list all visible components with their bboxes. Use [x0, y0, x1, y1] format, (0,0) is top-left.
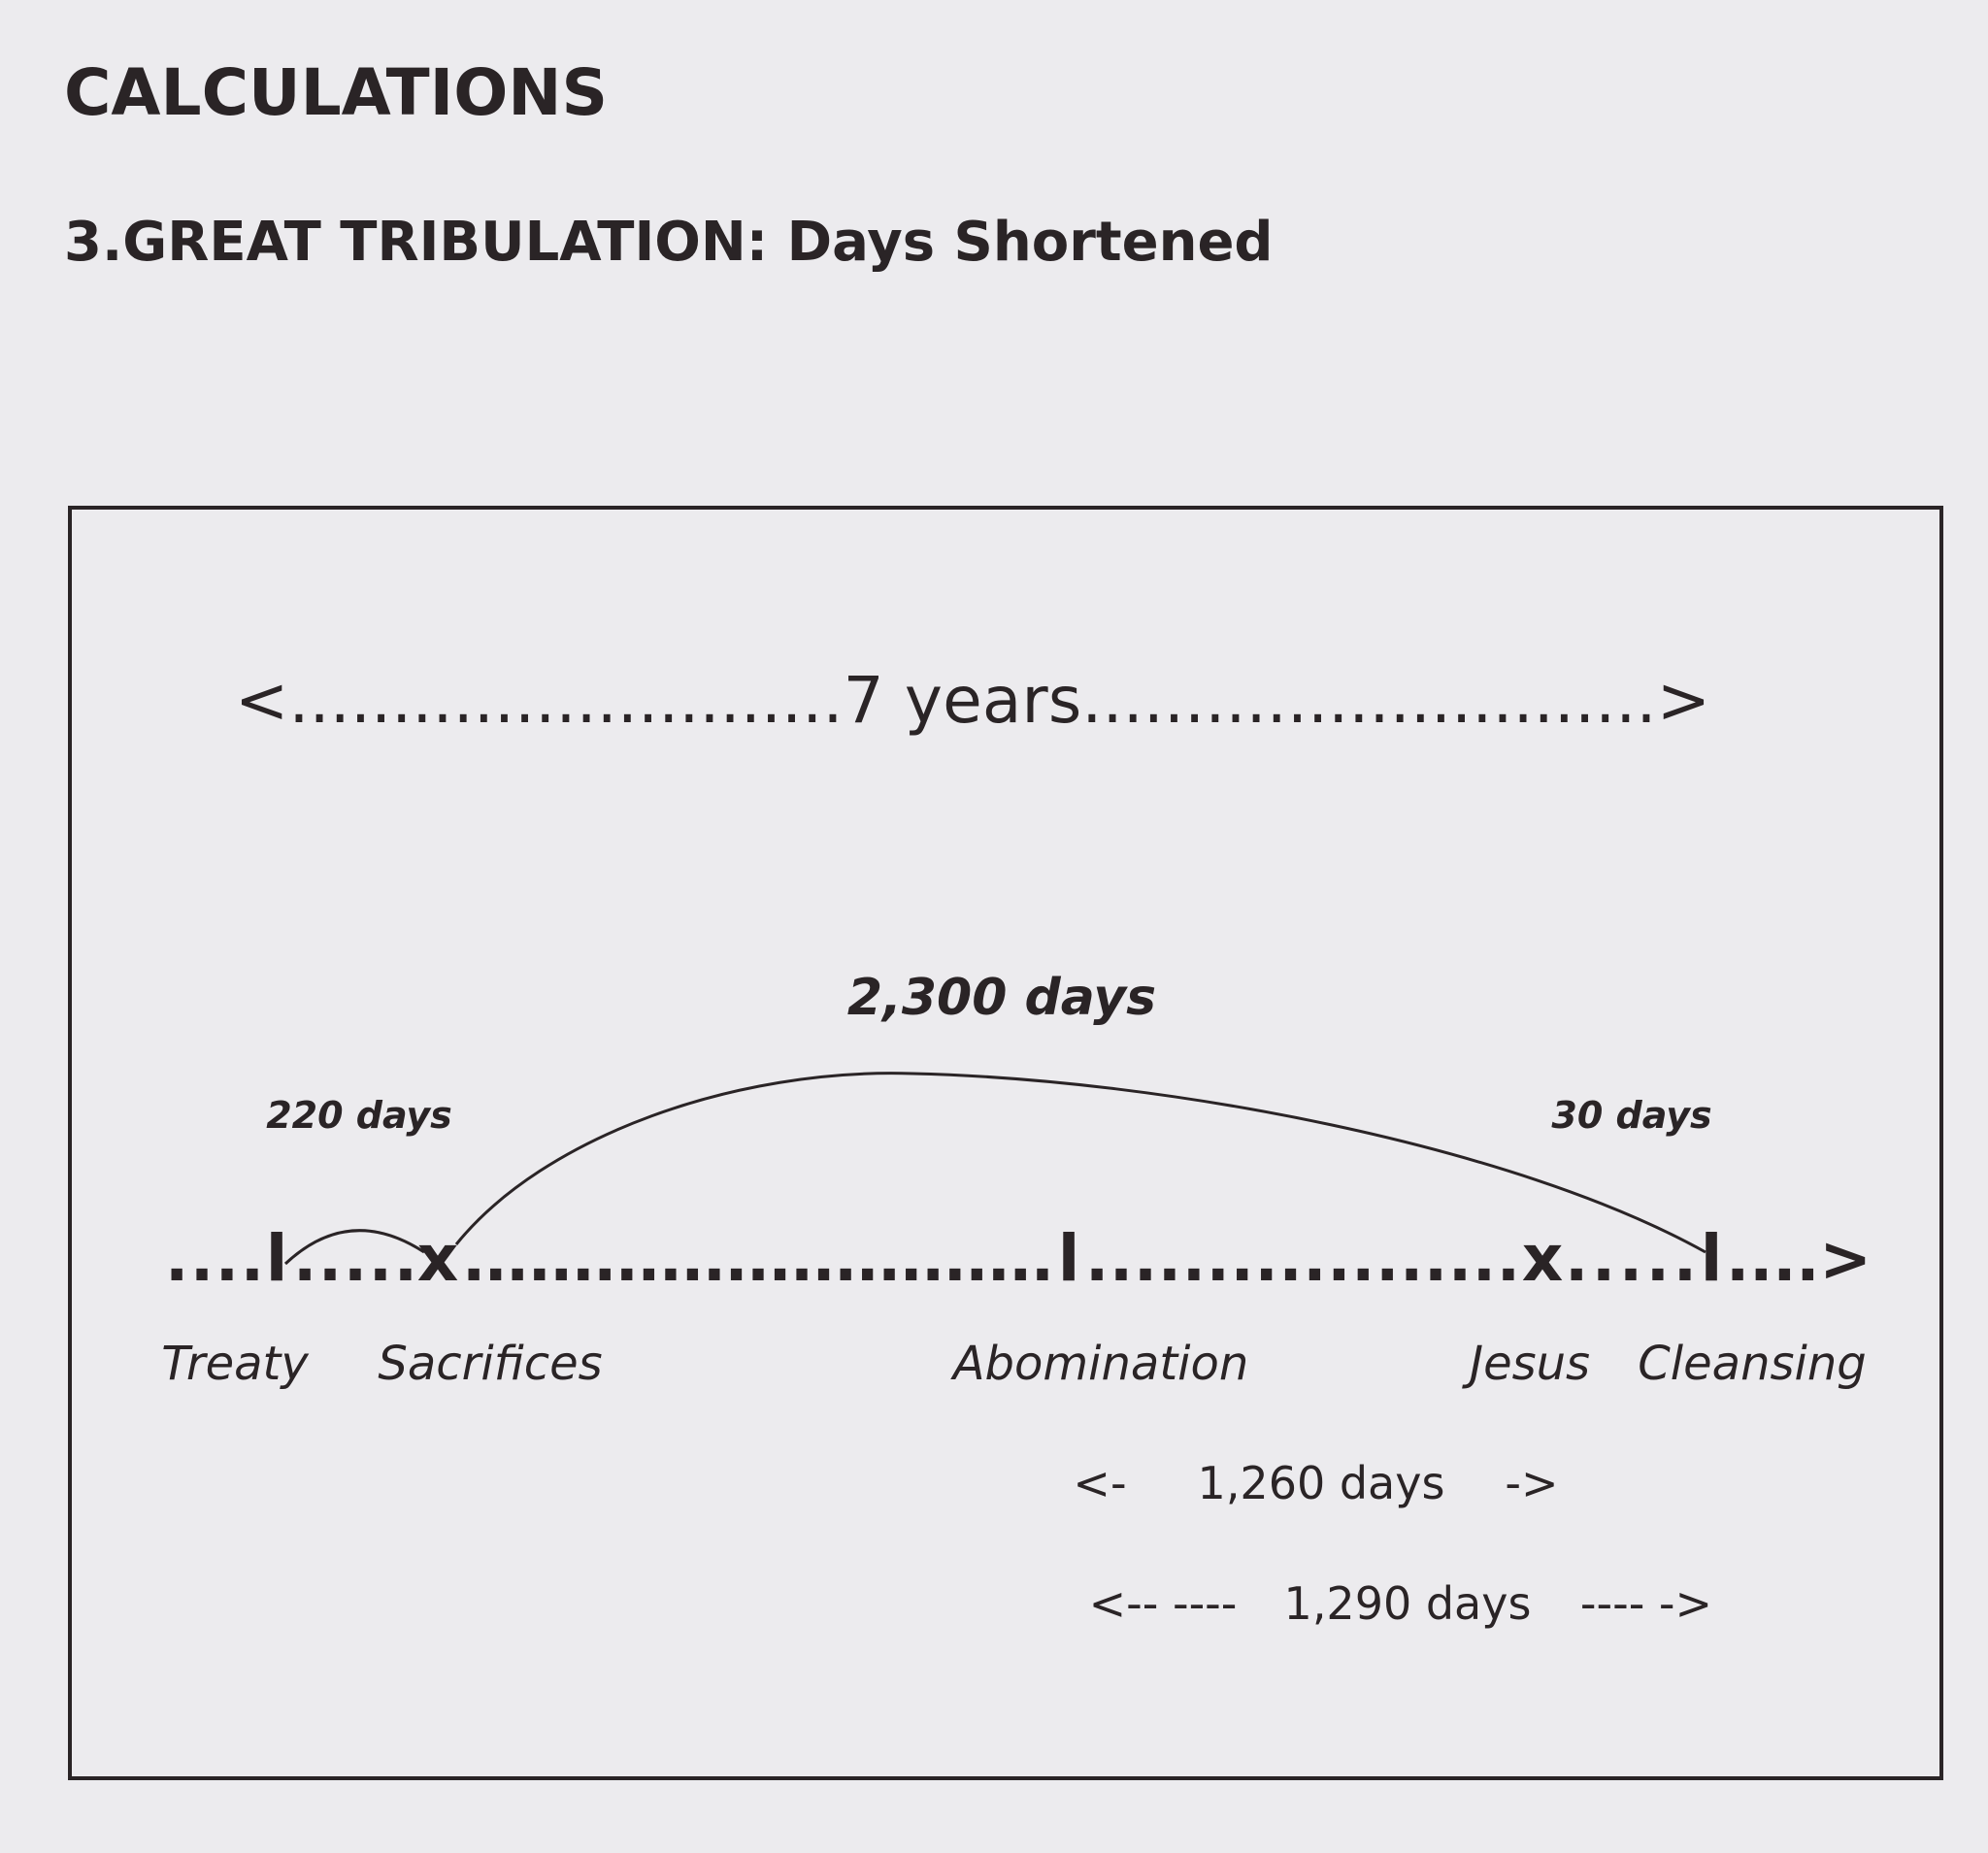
arc-label: 30 days	[1551, 1094, 1711, 1137]
timeline-marker: l	[1701, 1221, 1723, 1296]
period-label: 1,290 days	[1284, 1577, 1532, 1630]
span-label: <...........................7 years.....…	[235, 663, 1710, 738]
event-label: Sacrifices	[378, 1337, 602, 1391]
period-arrow: ->	[1505, 1457, 1558, 1509]
timeline-dots: ....>	[1726, 1224, 1872, 1296]
event-labels: Treaty Sacrifices Abomination Jesus Cleansin…	[161, 1337, 1866, 1391]
period-label: 1,260 days	[1198, 1457, 1445, 1509]
timeline-dots: ...........................	[462, 1224, 1054, 1296]
event-label: Abomination	[950, 1337, 1249, 1391]
arc-label: 2,300 days	[847, 969, 1156, 1027]
timeline: .... l..... x........................... l.…	[165, 1221, 1872, 1296]
timeline-marker: l	[1058, 1221, 1080, 1296]
arc	[454, 1072, 1706, 1254]
page-subtitle: 3.GREAT TRIBULATION: Days Shortened	[64, 211, 1274, 274]
period-arrow: ---- ->	[1580, 1577, 1712, 1630]
page-title: CALCULATIONS	[64, 55, 608, 130]
arc-label: 220 days	[266, 1094, 452, 1137]
timeline-marker: l	[266, 1221, 288, 1296]
period-arrow: <-	[1073, 1457, 1126, 1509]
timeline-dots: ..................	[1085, 1224, 1520, 1296]
timeline-marker: x	[1522, 1221, 1564, 1296]
periods: <- 1,260 days -> <-- ---- 1,290 days ---- ->	[1073, 1457, 1712, 1630]
arc	[283, 1229, 425, 1266]
diagram-frame	[68, 506, 1943, 1780]
timeline-marker: x	[417, 1221, 459, 1296]
event-label: Cleansing	[1638, 1337, 1866, 1391]
timeline-dots: .....	[1565, 1224, 1697, 1296]
timeline-dots: ....	[165, 1224, 264, 1296]
event-label: Jesus	[1462, 1337, 1590, 1391]
timeline-dots: .....	[293, 1224, 417, 1296]
event-label: Treaty	[161, 1337, 309, 1391]
period-arrow: <-- ----	[1089, 1577, 1238, 1630]
